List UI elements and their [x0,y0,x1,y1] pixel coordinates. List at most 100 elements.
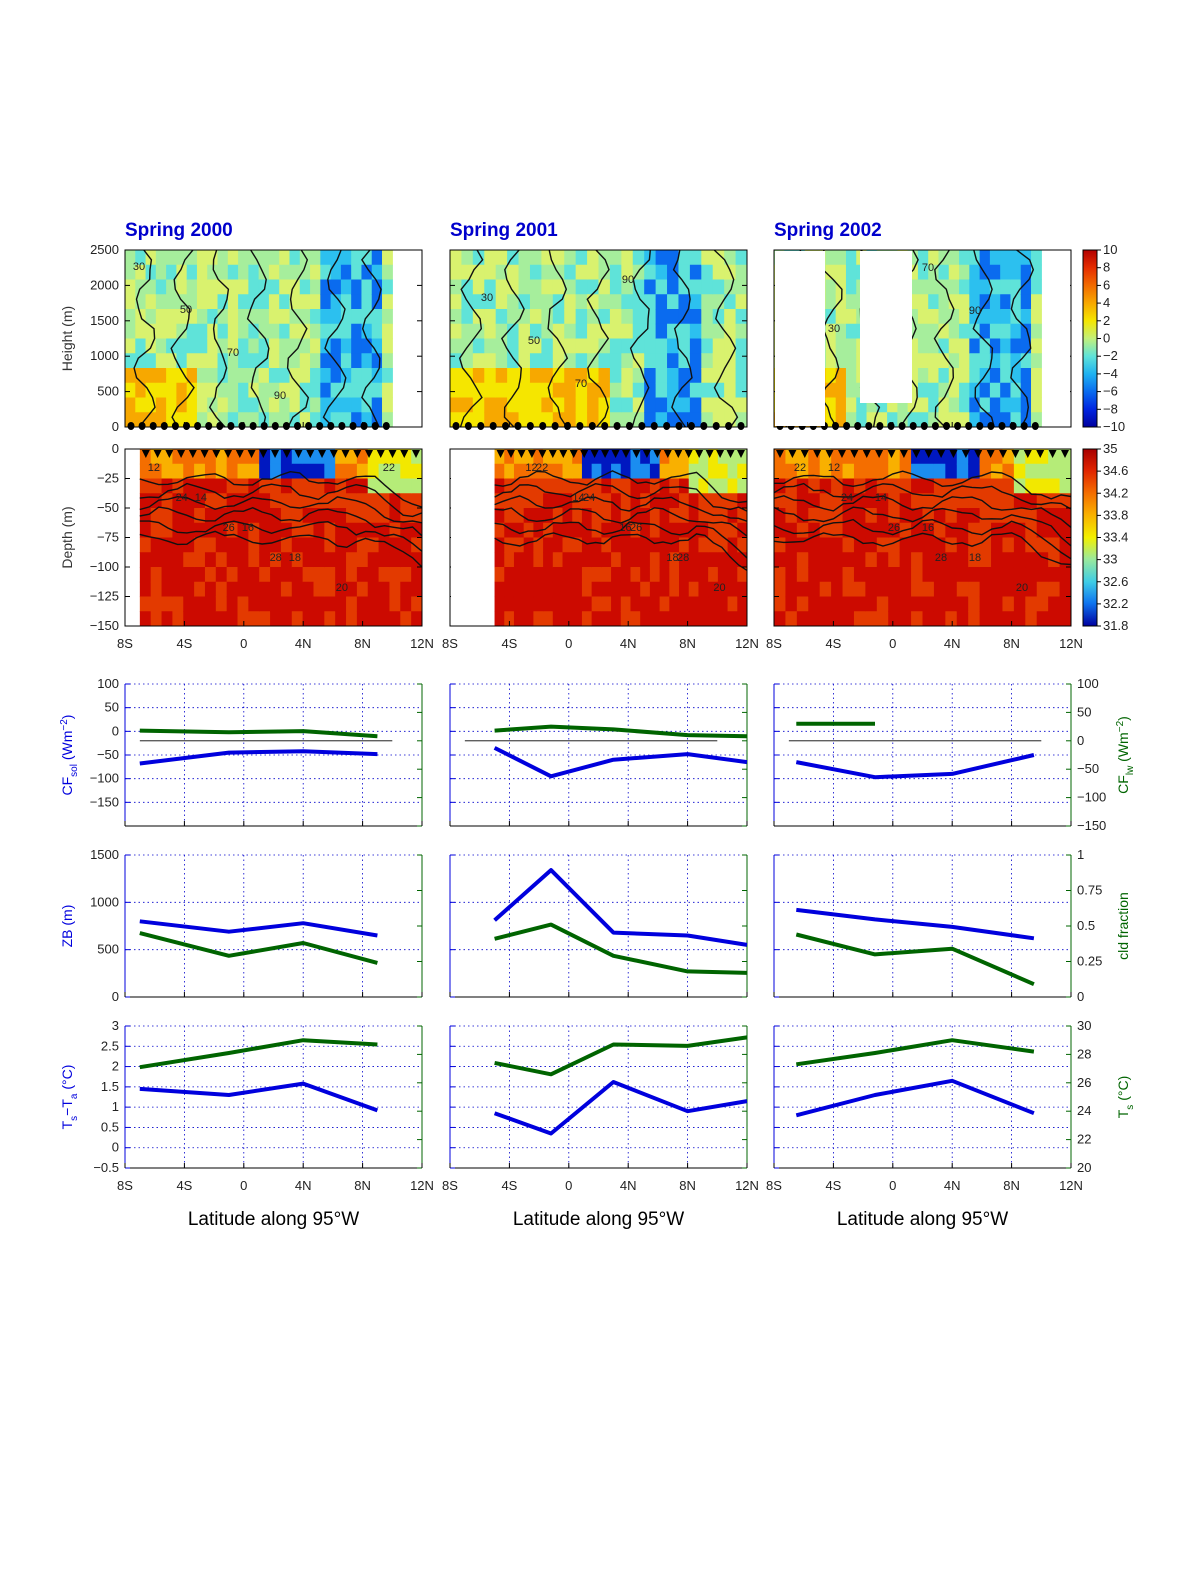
heatmap-cell [1031,368,1042,384]
y-tick-label-left: 0.5 [101,1119,119,1134]
heatmap-cell [176,264,188,281]
heatmap-cell [523,567,534,583]
heatmap-cell [356,537,369,553]
contour-line [494,482,747,512]
heatmap-cell [529,397,542,413]
heatmap-cell [572,493,583,509]
heatmap-cell [552,338,565,354]
heatmap-cell [330,294,342,310]
series-line [139,1038,378,1070]
heatmap-cell [186,294,198,310]
contour-label: 12 [828,462,840,474]
x-tick-label: 4N [944,1178,961,1193]
heatmap-cell [621,294,634,310]
x-tick-label: 8S [117,1178,133,1193]
heatmap-cell [299,353,311,369]
heatmap-cell [562,449,573,465]
heatmap-cell [155,397,167,413]
heatmap-cell [907,338,919,354]
heatmap-cell [959,250,970,266]
heatmap-cell [400,611,412,626]
heatmap-cell [609,250,622,266]
heatmap-cell [389,611,401,626]
heatmap-cell [552,323,565,340]
heatmap-cell [176,397,188,413]
heatmap-cell [237,478,249,494]
heatmap-cell [389,596,401,612]
heatmap-cell [853,478,866,494]
heatmap-cell [853,463,866,480]
heatmap-cell [774,581,787,598]
heatmap-cell [712,294,725,310]
heatmap-cell [620,611,632,626]
contour-line [139,470,422,508]
heatmap-cell [1025,493,1038,509]
heatmap-cell [183,537,195,553]
heatmap-cell [371,412,383,427]
station-marker [800,450,809,458]
heatmap-cell [302,478,315,494]
heatmap-cell [1025,463,1038,480]
heatmap-cell [248,611,260,626]
heatmap-cell [712,338,725,354]
heatmap-cell [494,463,505,480]
heatmap-cell [712,264,725,281]
y-tick-label-right: 24 [1077,1103,1091,1118]
heatmap-cell [204,611,217,626]
heatmap-cell [215,449,228,465]
series-line [795,932,1035,987]
heatmap-cell [196,323,208,340]
heatmap-panels: 3050709005001000150020002500305070903050… [59,242,1128,651]
heatmap-cell [611,581,622,598]
heatmap-cell [601,537,612,553]
heatmap-cell [644,397,657,413]
y-axis-label-left: CFsol (Wm−2) [59,715,80,796]
heatmap-cell [669,522,680,539]
station-marker [865,422,873,430]
station-marker [986,450,995,458]
heatmap-cell [669,478,680,494]
heatmap-cell [717,463,729,480]
heatmap-cell [959,397,970,413]
y-tick-label-left: 2 [112,1059,119,1074]
heatmap-cell [227,412,239,427]
heatmap-cell [161,449,174,465]
heatmap-cell [411,581,422,598]
heatmap-cell [166,382,178,399]
x-tick-label: 4S [176,1178,192,1193]
heatmap-cell [268,250,280,266]
heatmap-cell [194,493,206,509]
heatmap-cell [876,596,889,612]
label-part: s [1125,1105,1136,1110]
heatmap-cell [279,353,291,369]
heatmap-cell [581,581,593,598]
heatmap-cell [248,508,260,524]
heatmap-cell [587,250,600,266]
heatmap-cell [238,353,249,369]
heatmap-cell [611,478,622,494]
heatmap-cell [1048,567,1061,583]
heatmap-cell [649,478,661,494]
station-marker [382,422,390,430]
heatmap-cell [717,522,729,539]
y-tick-label: 1000 [90,348,119,363]
colorbar-scale [1082,249,1098,428]
heatmap-cell [172,567,184,583]
heatmap-cell [484,309,497,325]
heatmap-cell [632,294,645,310]
heatmap-cell [226,537,239,553]
heatmap-cell [724,294,737,310]
heatmap-cell [989,294,1001,310]
contour-label: 12 [148,462,160,474]
heatmap-cell [313,611,325,626]
heatmap-cell [367,478,380,494]
contour-label: 28 [935,552,947,564]
heatmap-cell [356,463,369,480]
heatmap-cell [907,250,919,266]
contour-label: 20 [713,582,725,594]
heatmap-cell [268,397,280,413]
heatmap-cell [289,250,301,266]
heatmap-cell [737,537,747,553]
heatmap-cell [717,611,729,626]
heatmap-cell [238,338,249,354]
